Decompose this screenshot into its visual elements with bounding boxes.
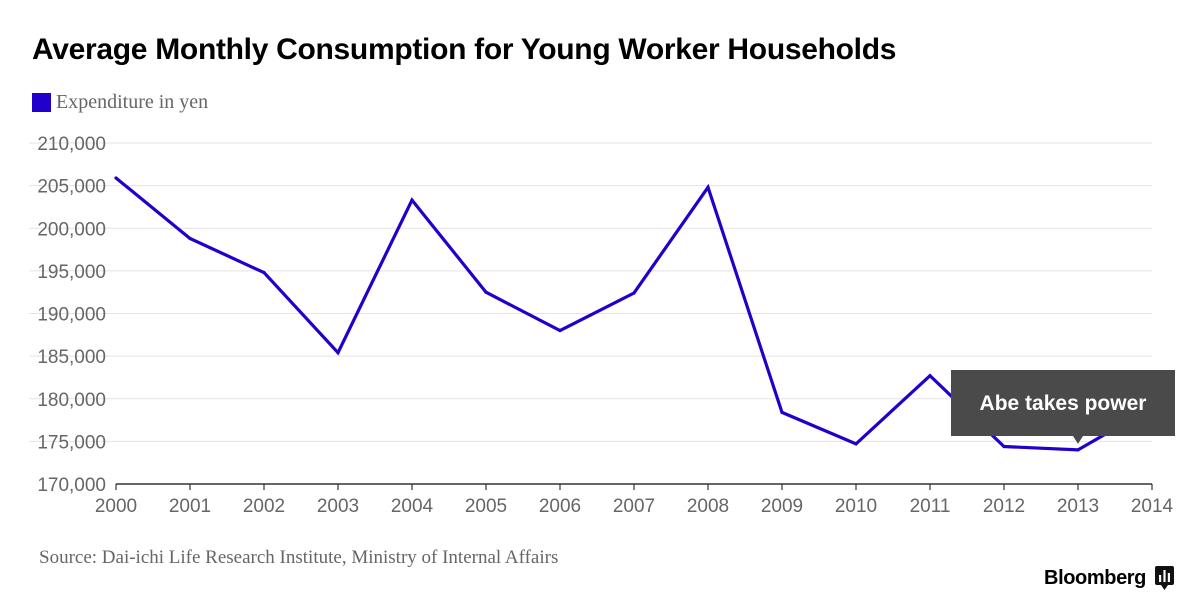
x-tick-label: 2003 bbox=[317, 496, 359, 517]
x-tick-label: 2011 bbox=[910, 496, 951, 517]
x-tick-label: 2000 bbox=[95, 496, 137, 517]
data-point bbox=[484, 290, 488, 294]
x-tick-label: 2007 bbox=[613, 496, 655, 517]
x-tick-label: 2008 bbox=[687, 496, 729, 517]
annotation-box bbox=[951, 370, 1175, 436]
y-tick-label: 210,000 bbox=[37, 134, 106, 155]
y-tick-label: 170,000 bbox=[37, 475, 106, 496]
x-tick-label: 2005 bbox=[465, 496, 507, 517]
y-tick-label: 205,000 bbox=[37, 177, 106, 198]
x-tick-label: 2009 bbox=[761, 496, 803, 517]
data-point bbox=[262, 270, 266, 275]
annotation-label: Abe takes power bbox=[980, 392, 1147, 415]
brand-name: Bloomberg bbox=[1044, 566, 1146, 589]
x-tick-label: 2012 bbox=[983, 496, 1025, 517]
data-point bbox=[1076, 448, 1080, 452]
y-tick-label: 175,000 bbox=[37, 432, 106, 453]
y-tick-label: 185,000 bbox=[37, 347, 106, 368]
legend: Expenditure in yen bbox=[32, 91, 208, 113]
data-point bbox=[114, 176, 118, 180]
data-point bbox=[188, 236, 192, 241]
x-tick-label: 2013 bbox=[1057, 496, 1099, 517]
bloomberg-chart-icon bbox=[1155, 566, 1174, 590]
data-point bbox=[410, 198, 414, 202]
data-point bbox=[558, 328, 562, 333]
x-tick-label: 2006 bbox=[539, 496, 581, 517]
x-tick-label: 2004 bbox=[391, 496, 434, 517]
data-point bbox=[336, 351, 340, 355]
y-tick-label: 195,000 bbox=[37, 262, 106, 283]
legend-label: Expenditure in yen bbox=[56, 90, 209, 113]
data-point bbox=[854, 442, 858, 446]
x-tick-label: 2010 bbox=[835, 496, 877, 517]
annotation-pointer bbox=[1073, 436, 1083, 444]
data-point bbox=[632, 291, 636, 295]
y-tick-label: 190,000 bbox=[37, 305, 106, 326]
y-tick-label: 200,000 bbox=[37, 219, 106, 240]
data-point bbox=[928, 374, 932, 378]
data-point bbox=[1002, 444, 1006, 449]
x-tick-label: 2002 bbox=[243, 496, 285, 517]
chart-title: Average Monthly Consumption for Young Wo… bbox=[32, 33, 897, 66]
data-point bbox=[780, 410, 784, 414]
source-note: Source: Dai-ichi Life Research Institute… bbox=[39, 547, 559, 568]
legend-swatch bbox=[32, 92, 51, 112]
x-tick-label: 2014 bbox=[1131, 496, 1174, 517]
y-tick-label: 180,000 bbox=[37, 390, 106, 411]
data-point bbox=[706, 185, 710, 189]
x-tick-label: 2001 bbox=[169, 496, 211, 517]
bloomberg-brand: Bloomberg bbox=[1044, 566, 1174, 590]
